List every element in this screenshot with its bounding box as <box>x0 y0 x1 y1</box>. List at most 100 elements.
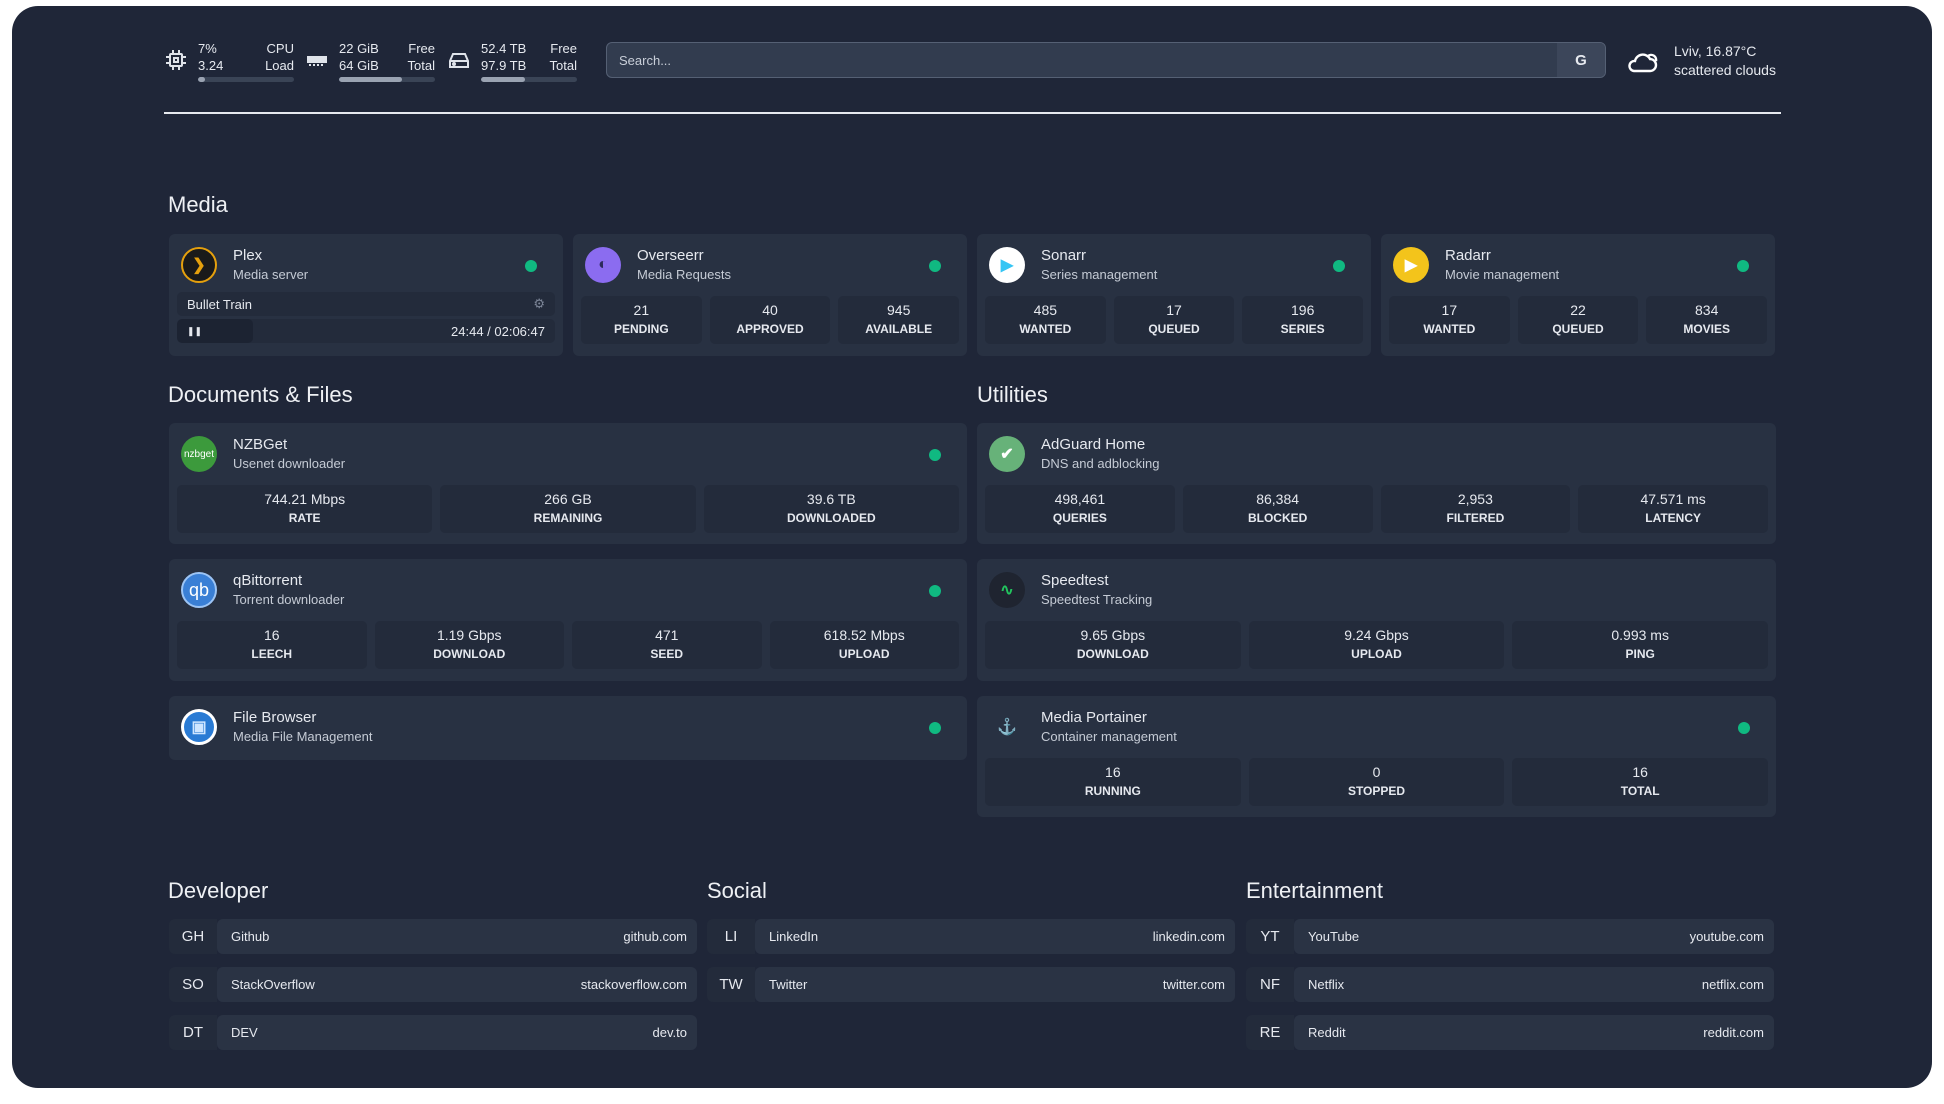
stat-label: PING <box>1625 647 1655 661</box>
stat-box: 196 SERIES <box>1242 296 1364 344</box>
bookmark-link[interactable]: StackOverflow stackoverflow.com <box>217 967 697 1002</box>
bookmark-twitter[interactable]: TW Twitter twitter.com <box>707 967 1235 1002</box>
now-playing-title: Bullet Train <box>187 296 253 312</box>
stat-label: RATE <box>288 511 321 525</box>
stat-label: RUNNING <box>1084 784 1141 798</box>
nzbget-icon: nzbget <box>181 436 217 472</box>
bookmark-link[interactable]: Netflix netflix.com <box>1294 967 1774 1002</box>
bookmark-url: linkedin.com <box>1152 929 1225 944</box>
stat-box: 1.19 Gbps DOWNLOAD <box>374 621 564 669</box>
stat-label: DOWNLOAD <box>433 647 506 661</box>
status-dot <box>525 260 537 272</box>
card-text: File Browser Media File Management <box>233 708 372 746</box>
bookmark-link[interactable]: YouTube youtube.com <box>1294 919 1774 954</box>
bookmark-link[interactable]: DEV dev.to <box>217 1015 697 1050</box>
service-card-media-portainer[interactable]: ⚓ Media Portainer Container management 16 RU… <box>977 696 1776 817</box>
bookmark-link[interactable]: Github github.com <box>217 919 697 954</box>
card-text: Speedtest Speedtest Tracking <box>1041 571 1152 609</box>
bookmark-name: Reddit <box>1308 1025 1346 1040</box>
stat-box: 86,384 BLOCKED <box>1182 485 1373 533</box>
service-card-plex[interactable]: ❯ Plex Media server Bullet Train ⚙ ❚❚ 24:44 / … <box>169 234 563 356</box>
bookmark-abbr: LI <box>707 919 755 954</box>
stat-label: QUEUED <box>1552 322 1604 336</box>
section-title-utilities: Utilities <box>977 382 1048 407</box>
service-card-sonarr[interactable]: ▶ Sonarr Series management 485 WANTED 17 QUEUE… <box>977 234 1371 356</box>
stats-row: 16 LEECH 1.19 Gbps DOWNLOAD 471 SEED 618.52 Mb… <box>177 621 959 669</box>
stat-box: 0.993 ms PING <box>1512 621 1769 669</box>
bookmark-link[interactable]: Reddit reddit.com <box>1294 1015 1774 1050</box>
service-card-overseerr[interactable]: ◐ Overseerr Media Requests 21 PENDING 40 APPRO… <box>573 234 967 356</box>
bookmark-url: github.com <box>623 929 687 944</box>
stat-box: 485 WANTED <box>985 296 1106 344</box>
bookmark-youtube[interactable]: YT YouTube youtube.com <box>1246 919 1774 954</box>
stats-row: 485 WANTED 17 QUEUED 196 SERIES <box>985 296 1364 344</box>
stat-label: REMAINING <box>533 511 603 525</box>
status-dot <box>929 260 941 272</box>
service-card-speedtest[interactable]: ∿ Speedtest Speedtest Tracking 9.65 Gbps DOW… <box>977 559 1776 681</box>
playback-progress[interactable] <box>177 319 253 343</box>
bookmark-dev[interactable]: DT DEV dev.to <box>169 1015 697 1050</box>
card-text: Sonarr Series management <box>1041 246 1157 284</box>
stat-value: 471 <box>655 627 679 643</box>
disk-total: 97.9 TB <box>481 58 527 73</box>
service-card-file-browser[interactable]: ▣ File Browser Media File Management <box>169 696 967 760</box>
status-dot <box>929 585 941 597</box>
service-card-nzbget[interactable]: nzbget NZBGet Usenet downloader 744.21 Mbps… <box>169 423 967 544</box>
service-card-radarr[interactable]: ▶ Radarr Movie management 17 WANTED 22 QUEUED 8… <box>1381 234 1775 356</box>
bookmark-name: Netflix <box>1308 977 1345 992</box>
bookmark-link[interactable]: LinkedIn linkedin.com <box>755 919 1235 954</box>
service-subtitle: Speedtest Tracking <box>1041 592 1153 607</box>
bookmark-url: netflix.com <box>1701 977 1764 992</box>
section-title-entertainment: Entertainment <box>1246 878 1383 903</box>
bookmark-group-social: LI LinkedIn linkedin.com TW Twitter twitter.c… <box>707 919 1235 1015</box>
stat-box: 39.6 TB DOWNLOADED <box>703 485 959 533</box>
search-input[interactable] <box>607 43 1557 77</box>
section-title-developer: Developer <box>168 878 269 903</box>
card-text: NZBGet Usenet downloader <box>233 435 345 473</box>
stat-box: 0 STOPPED <box>1248 758 1505 806</box>
stat-box: 2,953 FILTERED <box>1380 485 1571 533</box>
stat-box: 40 APPROVED <box>709 296 831 344</box>
stat-value: 16 <box>1105 764 1121 780</box>
stat-box: 498,461 QUERIES <box>985 485 1175 533</box>
bookmark-netflix[interactable]: NF Netflix netflix.com <box>1246 967 1774 1002</box>
bookmark-abbr: TW <box>707 967 755 1002</box>
service-subtitle: Movie management <box>1445 267 1560 282</box>
stat-value: 22 <box>1570 302 1586 318</box>
bookmark-linkedin[interactable]: LI LinkedIn linkedin.com <box>707 919 1235 954</box>
stats-row: 744.21 Mbps RATE 266 GB REMAINING 39.6 TB DOW… <box>177 485 959 533</box>
bookmark-name: Github <box>231 929 270 944</box>
stat-value: 17 <box>1166 302 1182 318</box>
bookmark-url: twitter.com <box>1162 977 1225 992</box>
bookmark-link[interactable]: Twitter twitter.com <box>755 967 1235 1002</box>
stat-label: QUERIES <box>1052 511 1107 525</box>
status-dot <box>929 722 941 734</box>
hard-drive-icon <box>449 53 469 68</box>
memory-icon <box>307 56 327 66</box>
playback-time: 24:44 / 02:06:47 <box>451 323 545 339</box>
bookmark-abbr: NF <box>1246 967 1294 1002</box>
service-card-qbittorrent[interactable]: qb qBittorrent Torrent downloader 16 LEECH 1.… <box>169 559 967 681</box>
bookmark-reddit[interactable]: RE Reddit reddit.com <box>1246 1015 1774 1050</box>
stat-box: 744.21 Mbps RATE <box>177 485 433 533</box>
bookmark-abbr: DT <box>169 1015 217 1050</box>
settings-icon[interactable]: ⚙ <box>533 296 545 311</box>
card-text: Media Portainer Container management <box>1041 708 1177 746</box>
card-header: ✔ AdGuard Home DNS and adblocking <box>985 423 1768 485</box>
stat-box: 9.24 Gbps UPLOAD <box>1248 621 1505 669</box>
stat-value: 9.24 Gbps <box>1344 627 1409 643</box>
pause-icon[interactable]: ❚❚ <box>187 325 203 336</box>
service-subtitle: Media server <box>233 267 309 282</box>
bookmark-github[interactable]: GH Github github.com <box>169 919 697 954</box>
stat-box: 618.52 Mbps UPLOAD <box>769 621 959 669</box>
service-card-adguard-home[interactable]: ✔ AdGuard Home DNS and adblocking 498,461 QU… <box>977 423 1776 544</box>
bookmark-url: reddit.com <box>1703 1025 1764 1040</box>
stat-label: SEED <box>650 647 684 661</box>
ram-total: 64 GiB <box>339 58 379 73</box>
search-provider-button[interactable]: G <box>1557 43 1605 77</box>
bookmark-name: StackOverflow <box>231 977 315 992</box>
service-subtitle: DNS and adblocking <box>1041 456 1160 471</box>
service-title: NZBGet <box>233 436 288 453</box>
bookmark-stackoverflow[interactable]: SO StackOverflow stackoverflow.com <box>169 967 697 1002</box>
stat-label: PENDING <box>613 322 669 336</box>
